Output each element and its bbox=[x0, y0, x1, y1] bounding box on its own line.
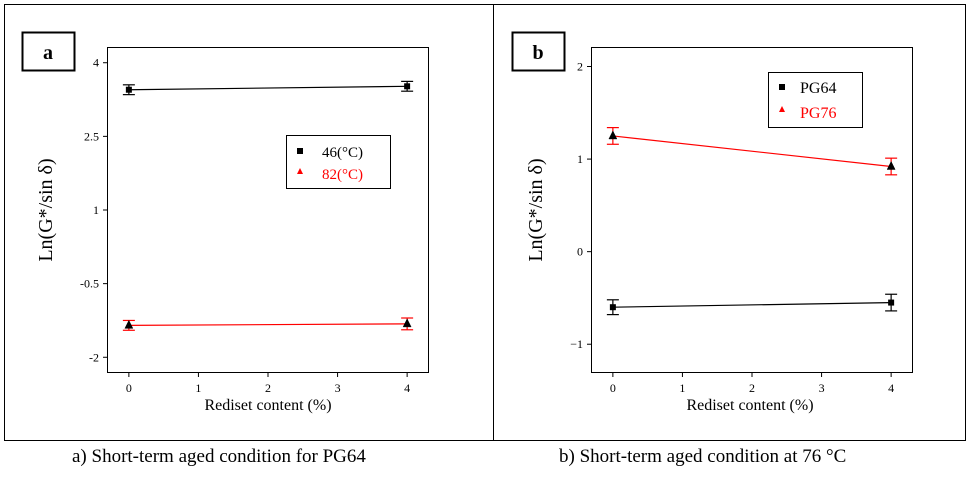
x-axis-label-b: Rediset content (%) bbox=[686, 397, 813, 414]
legend-b-entry-2: PG76 bbox=[800, 105, 836, 122]
legend-a bbox=[286, 135, 391, 189]
y-tick-label: -0.5 bbox=[80, 277, 99, 291]
data-point-triangle bbox=[886, 160, 896, 170]
x-tick-label: 2 bbox=[265, 381, 271, 395]
x-tick-label: 0 bbox=[610, 381, 616, 395]
x-tick-label: 3 bbox=[335, 381, 341, 395]
panel-a-label: a bbox=[43, 42, 53, 64]
legend-b-entry-1: PG64 bbox=[800, 80, 836, 97]
fit-line-series-2 bbox=[612, 135, 892, 168]
fit-line-series-1 bbox=[612, 301, 892, 308]
caption-a: a) Short-term aged condition for PG64 bbox=[72, 446, 366, 467]
y-axis-label-b: Ln(G*/sin δ) bbox=[525, 158, 547, 261]
x-tick-label: 1 bbox=[679, 381, 685, 395]
panel-a-label-box bbox=[21, 31, 76, 72]
y-tick-label: −1 bbox=[570, 337, 583, 351]
legend-b-triangle-icon bbox=[779, 106, 785, 112]
x-tick-label: 0 bbox=[126, 381, 132, 395]
legend-a-square-icon bbox=[297, 148, 303, 154]
plot-area-b bbox=[591, 47, 913, 373]
x-tick-label: 1 bbox=[195, 381, 201, 395]
data-point-triangle bbox=[124, 319, 134, 329]
y-tick-label: 4 bbox=[93, 56, 99, 70]
legend-b bbox=[768, 72, 863, 128]
data-point-square bbox=[609, 304, 616, 311]
y-axis-label-a: Ln(G*/sin δ) bbox=[35, 158, 57, 261]
data-point-square bbox=[888, 299, 895, 306]
data-point-square bbox=[125, 86, 132, 93]
x-tick-label: 4 bbox=[888, 381, 894, 395]
y-tick-label: 2.5 bbox=[84, 129, 99, 143]
x-axis-label-a: Rediset content (%) bbox=[204, 397, 331, 414]
fit-line-series-2 bbox=[128, 323, 408, 326]
y-tick-label: 0 bbox=[577, 245, 583, 259]
y-tick-label: 2 bbox=[577, 60, 583, 74]
data-point-square bbox=[404, 83, 411, 90]
y-tick-label: 1 bbox=[93, 203, 99, 217]
fit-line-series-1 bbox=[128, 85, 408, 91]
panel-b-frame bbox=[493, 4, 966, 441]
panel-b-label: b bbox=[532, 42, 543, 64]
panel-a-frame bbox=[4, 4, 494, 441]
legend-a-triangle-icon bbox=[297, 168, 303, 174]
legend-b-square-icon bbox=[779, 84, 785, 90]
chart-panel-a: a 0 1 2 3 4 4 2.5 1 -0.5 -2 Rediset content (%) L… bbox=[21, 31, 429, 414]
chart-panel-b: b 0 1 2 3 4 2 1 0 −1 Rediset content (%) Ln(G*/s… bbox=[511, 31, 913, 414]
x-tick-label: 4 bbox=[404, 381, 410, 395]
caption-b: b) Short-term aged condition at 76 °C bbox=[559, 446, 847, 467]
x-tick-label: 3 bbox=[819, 381, 825, 395]
legend-a-entry-2: 82(°C) bbox=[322, 167, 363, 183]
data-point-triangle bbox=[608, 130, 618, 140]
x-tick-label: 2 bbox=[749, 381, 755, 395]
y-tick-label: -2 bbox=[89, 350, 99, 364]
data-point-triangle bbox=[402, 318, 412, 328]
panel-b-label-box bbox=[511, 31, 566, 72]
legend-a-entry-1: 46(°C) bbox=[322, 145, 363, 161]
y-tick-label: 1 bbox=[577, 152, 583, 166]
